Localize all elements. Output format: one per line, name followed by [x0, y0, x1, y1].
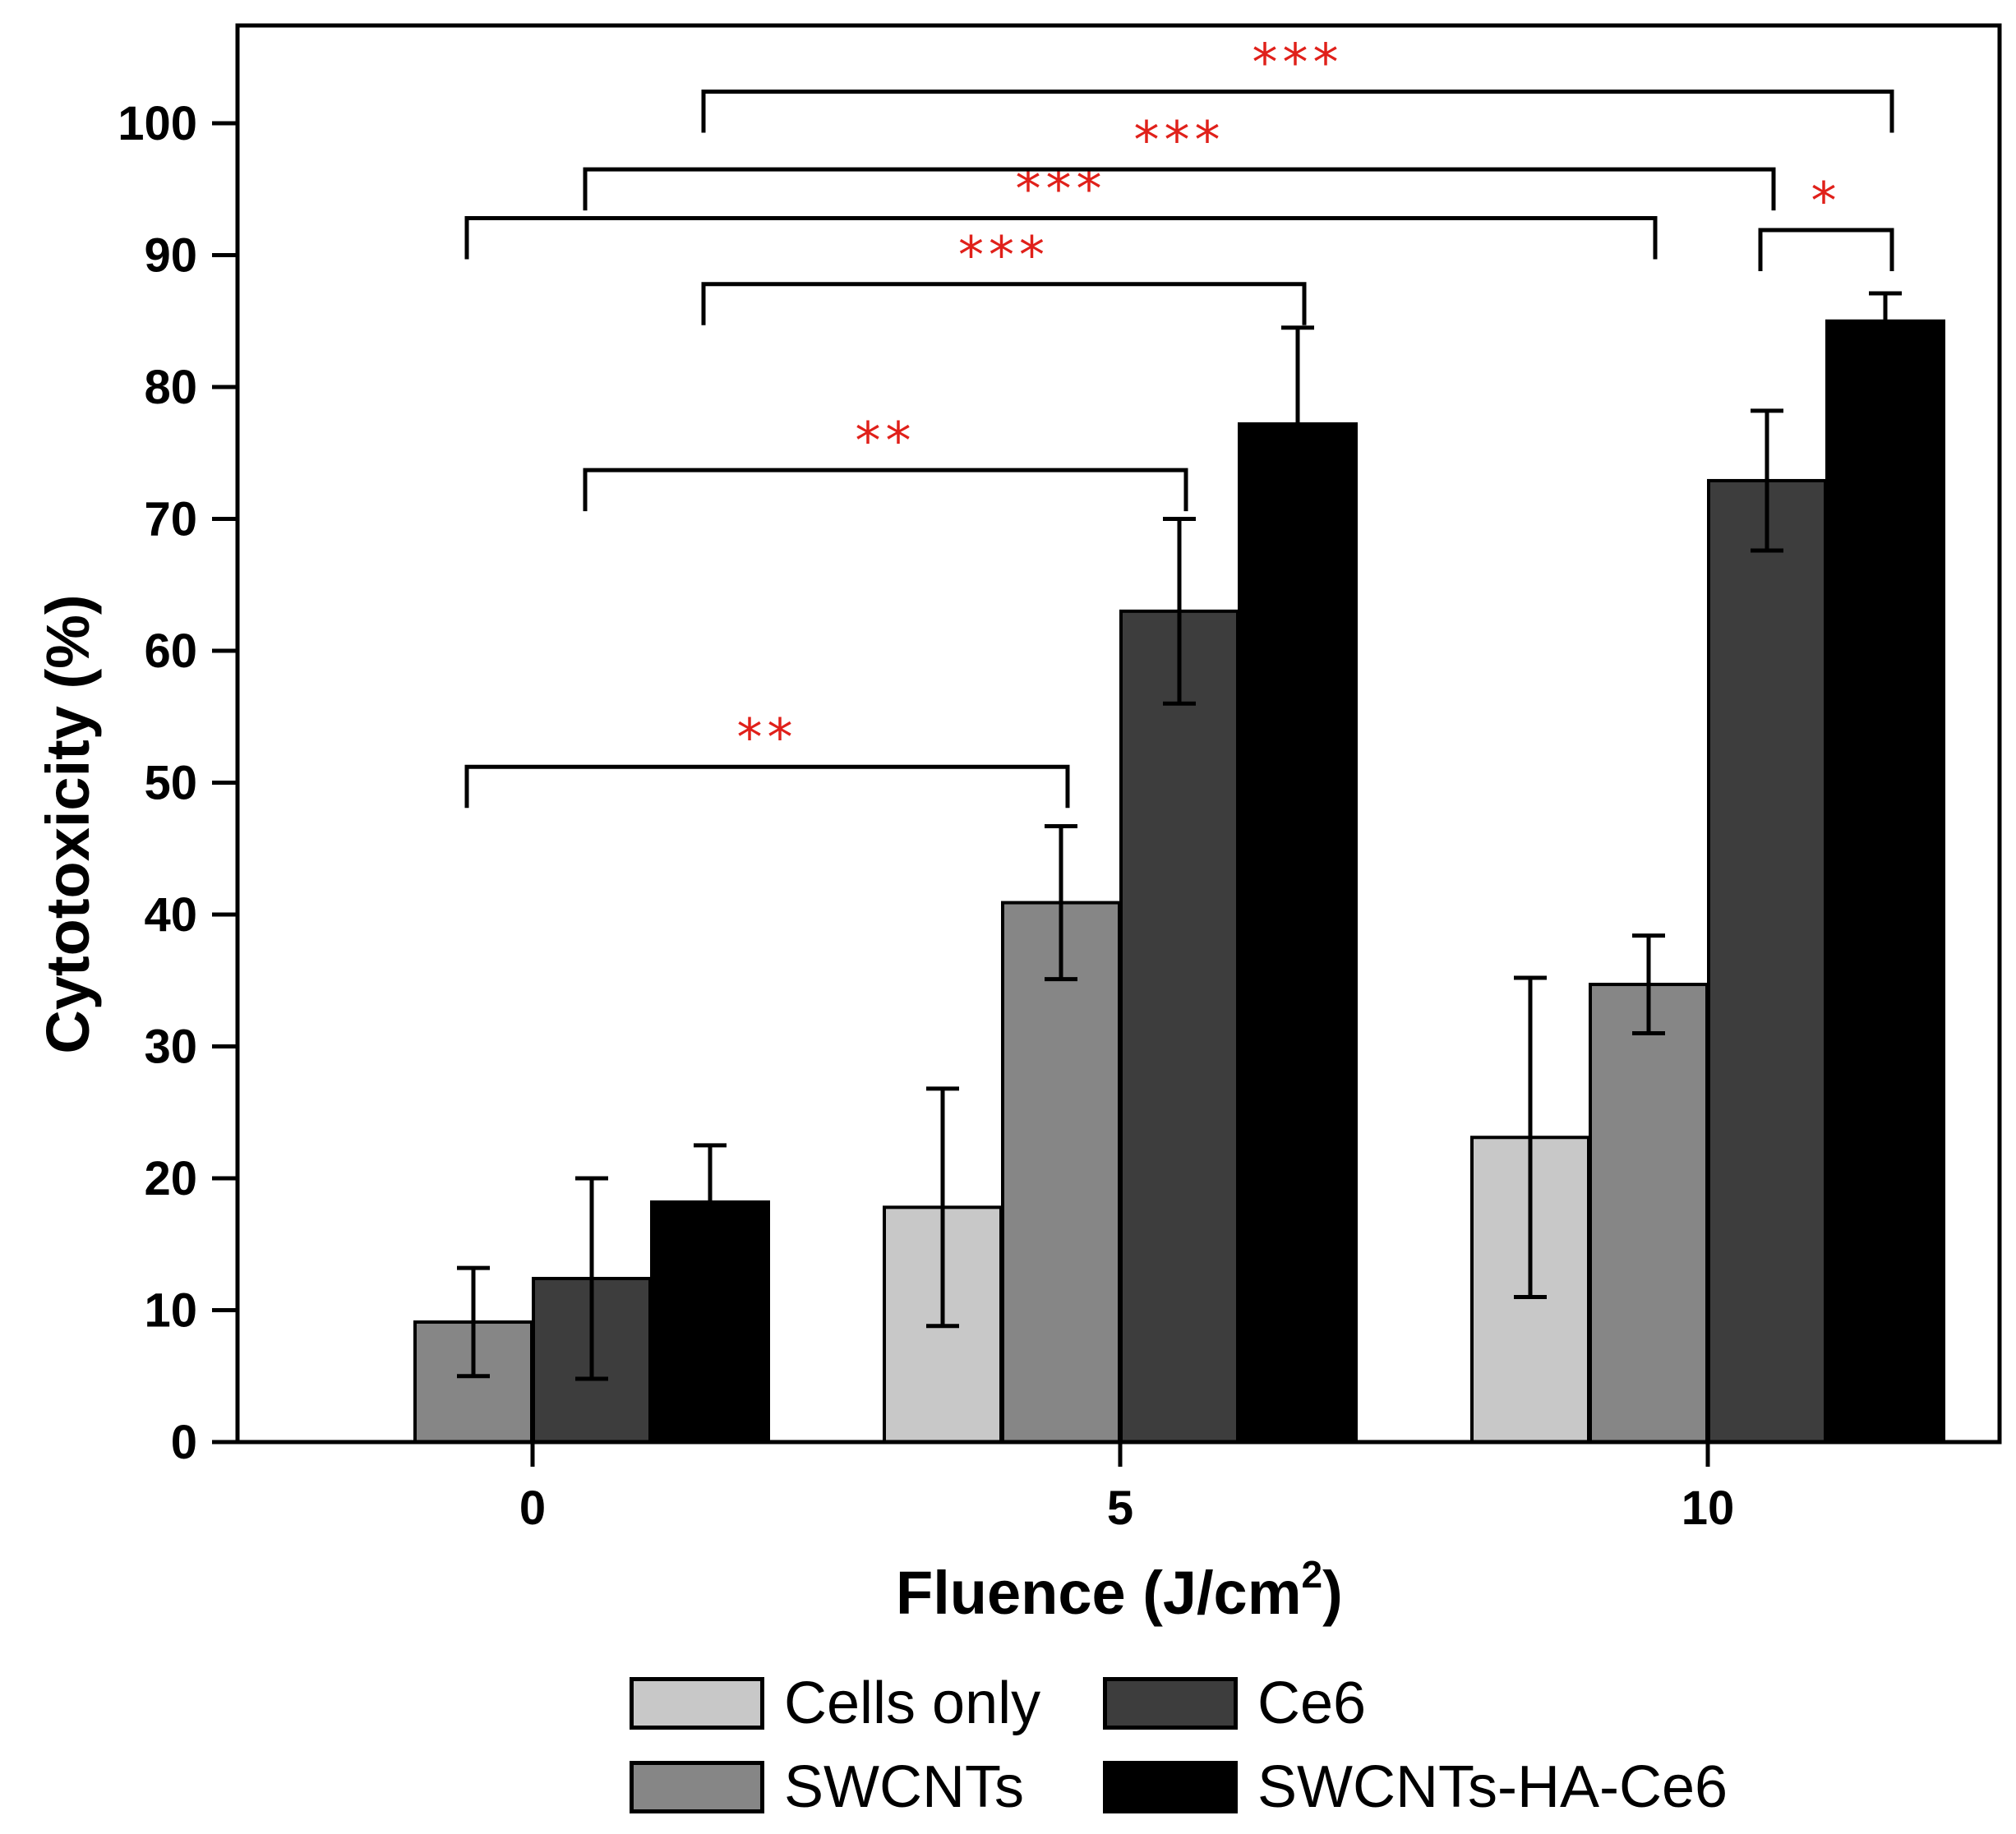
significance-label-6: ***: [1253, 32, 1344, 92]
x-tick-label-5: 5: [1107, 1481, 1133, 1535]
y-tick-label-50: 50: [144, 757, 197, 810]
bar-swcnts-ha-ce6-5: [1238, 422, 1358, 1445]
bar-swcnts-ha-ce6-10: [1825, 319, 1945, 1444]
x-axis-label-close: ): [1322, 1559, 1343, 1627]
x-axis-label-main: Fluence (J/cm: [896, 1559, 1302, 1627]
legend-item-swcnts-ha-ce6: SWCNTs-HA-Ce6: [1103, 1753, 1728, 1821]
y-axis-label: Cytotoxicity (%): [34, 594, 102, 1053]
legend: Cells only Ce6 SWCNTs SWCNTs-HA-Ce6: [630, 1670, 1846, 1826]
y-tick-label-60: 60: [144, 624, 197, 678]
significance-label-7: *: [1811, 171, 1842, 231]
y-tick-label-90: 90: [144, 229, 197, 283]
legend-label-ce6: Ce6: [1257, 1670, 1367, 1736]
legend-label-cells-only: Cells only: [784, 1670, 1041, 1736]
legend-swatch-swcnts: [630, 1761, 764, 1813]
y-tick-label-100: 100: [118, 97, 197, 150]
x-axis-label-superscript: 2: [1302, 1553, 1323, 1596]
significance-label-5: ***: [1134, 110, 1225, 170]
x-tick-label-10: 10: [1682, 1481, 1735, 1535]
y-tick-label-10: 10: [144, 1284, 197, 1338]
legend-label-swcnts: SWCNTs: [784, 1754, 1024, 1820]
legend-swatch-ce6: [1103, 1677, 1238, 1730]
y-tick-label-20: 20: [144, 1152, 197, 1205]
significance-bracket-6: [701, 89, 1894, 133]
legend-label-swcnts-ha-ce6: SWCNTs-HA-Ce6: [1257, 1754, 1728, 1820]
bar-swcnts-5: [1001, 901, 1121, 1445]
legend-item-swcnts: SWCNTs: [630, 1753, 1024, 1821]
significance-bracket-4: [464, 216, 1658, 260]
bar-ce6-5: [1119, 609, 1239, 1444]
significance-bracket-7: [1758, 228, 1894, 272]
legend-item-ce6: Ce6: [1103, 1670, 1366, 1737]
significance-label-3: ***: [958, 225, 1050, 285]
significance-bracket-3: [701, 282, 1307, 325]
bar-swcnts-10: [1589, 983, 1709, 1444]
bar-swcnts-ha-ce6-0: [650, 1200, 770, 1444]
significance-bracket-1: [464, 764, 1070, 809]
legend-swatch-cells-only: [630, 1677, 764, 1730]
y-tick-label-0: 0: [171, 1416, 197, 1469]
legend-item-cells-only: Cells only: [630, 1670, 1040, 1737]
legend-swatch-swcnts-ha-ce6: [1103, 1761, 1238, 1813]
x-tick-label-0: 0: [519, 1481, 546, 1535]
y-tick-label-80: 80: [144, 361, 197, 414]
bar-ce6-10: [1707, 478, 1827, 1445]
significance-label-1: **: [737, 707, 798, 767]
y-tick-label-70: 70: [144, 493, 197, 546]
y-tick-label-40: 40: [144, 888, 197, 942]
y-tick-label-30: 30: [144, 1021, 197, 1074]
x-axis-label: Fluence (J/cm2): [896, 1553, 1343, 1627]
significance-bracket-5: [583, 167, 1776, 211]
significance-label-2: **: [856, 411, 916, 471]
significance-bracket-2: [583, 468, 1188, 512]
